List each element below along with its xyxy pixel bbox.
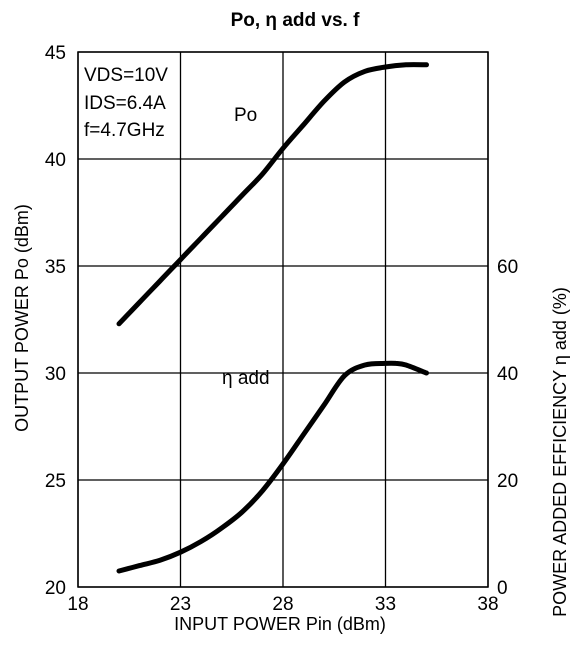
y-left-tick-label: 40 [45,150,66,171]
condition-vds: VDS=10V [84,65,168,86]
y-axis-right-ticks: 0 20 40 60 [497,257,518,599]
series [116,62,429,574]
y-left-tick-label: 45 [45,43,66,64]
x-axis-label: INPUT POWER Pin (dBm) [174,614,386,634]
x-tick-label: 28 [272,594,293,615]
y-right-tick-label: 0 [497,578,508,599]
series-line-eta-add [116,360,429,574]
condition-ids: IDS=6.4A [84,93,166,114]
y-left-tick-label: 35 [45,257,66,278]
plot-frame [77,51,489,588]
y-right-tick-label: 40 [497,364,518,385]
y-left-tick-label: 30 [45,364,66,385]
chart-title: Po, η add vs. f [231,10,360,31]
y-right-tick-label: 60 [497,257,518,278]
x-tick-label: 33 [375,594,396,615]
y-axis-left-ticks: 20 25 30 35 40 45 [45,43,66,599]
x-axis-ticks: 18 23 28 33 38 [67,594,498,615]
series-label-po: Po [234,105,257,126]
y-left-tick-label: 20 [45,578,66,599]
condition-freq: f=4.7GHz [84,120,165,141]
x-tick-label: 18 [67,594,88,615]
x-tick-label: 23 [170,594,191,615]
y-axis-right-label: POWER ADDED EFFICIENCY η add (%) [550,287,570,617]
y-axis-left-label: OUTPUT POWER Po (dBm) [12,204,32,432]
x-tick-label: 38 [477,594,498,615]
y-left-tick-label: 25 [45,471,66,492]
series-label-eta-add: η add [222,368,270,389]
series-line-po [116,62,429,327]
y-right-tick-label: 20 [497,471,518,492]
